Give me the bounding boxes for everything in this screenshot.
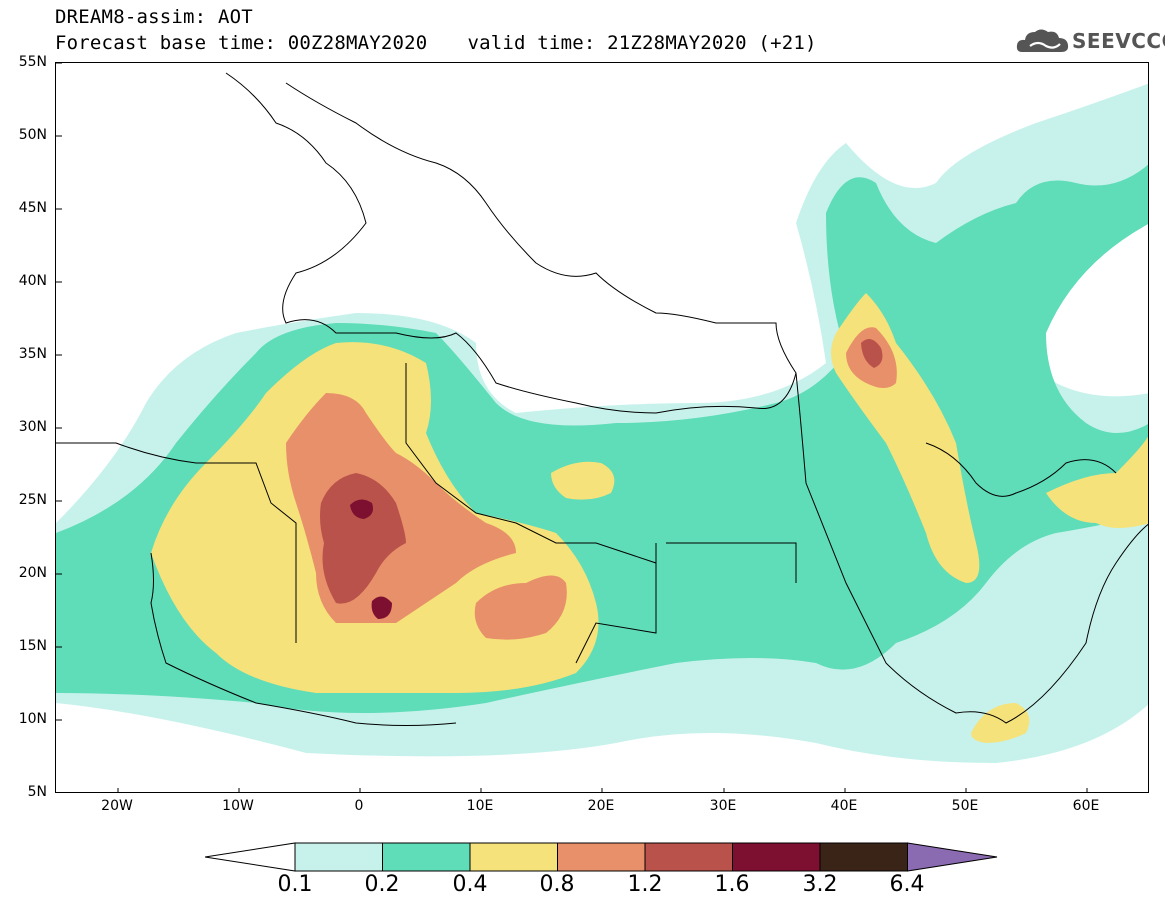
colorbar-bin-0-8 — [557, 842, 646, 872]
lon-label-40e: 40E — [830, 798, 858, 814]
colorbar-label-1-2: 1.2 — [627, 872, 663, 897]
colorbar-bin-3-2 — [819, 842, 908, 872]
colorbar-label-0-1: 0.1 — [277, 872, 313, 897]
axis-ticks — [56, 63, 1088, 792]
logo-text: SEEVCCC — [1072, 29, 1165, 53]
lon-label-20e: 20E — [587, 798, 615, 814]
time-info: Forecast base time: 00Z28MAY2020 valid ti… — [55, 32, 817, 54]
lat-label-45n: 45N — [18, 200, 47, 216]
aot-contour-0-8-chad — [474, 575, 567, 640]
aot-contour-0-4-egypt — [551, 461, 615, 500]
colorbar-label-6-4: 6.4 — [889, 872, 925, 897]
base-time: Forecast base time: 00Z28MAY2020 — [55, 32, 428, 54]
colorbar-label-0-2: 0.2 — [364, 872, 400, 897]
lon-label-10w: 10W — [222, 798, 254, 814]
lon-label-60e: 60E — [1072, 798, 1100, 814]
colorbar-bin-0-1 — [294, 842, 383, 872]
colorbar-label-3-2: 3.2 — [802, 872, 838, 897]
lat-label-10n: 10N — [18, 711, 47, 727]
aot-contour-1-2 — [320, 473, 406, 604]
map-title: DREAM8-assim: AOT — [55, 6, 253, 28]
lat-label-50n: 50N — [18, 127, 47, 143]
colorbar — [205, 842, 998, 872]
colorbar-bin-0-4 — [469, 842, 558, 872]
colorbar-bin-1-2 — [644, 842, 733, 872]
aot-contour-1-2-iraq — [861, 339, 883, 368]
valid-time: valid time: 21Z28MAY2020 (+21) — [467, 32, 817, 54]
lat-label-5n: 5N — [27, 784, 47, 800]
colorbar-bin-1-6 — [732, 842, 821, 872]
aot-contour-1-6-b — [371, 596, 392, 619]
lat-label-40n: 40N — [18, 273, 47, 289]
aot-contour-0-4-somalia — [971, 703, 1030, 743]
lat-label-15n: 15N — [18, 638, 47, 654]
colorbar-label-0-8: 0.8 — [539, 872, 575, 897]
lon-label-50e: 50E — [951, 798, 979, 814]
colorbar-below — [205, 842, 296, 872]
aot-map — [56, 63, 1148, 792]
lat-label-20n: 20N — [18, 565, 47, 581]
aot-contour-1-6 — [350, 499, 373, 519]
coastlines — [56, 72, 1148, 726]
lat-label-35n: 35N — [18, 346, 47, 362]
lon-label-10e: 10E — [466, 798, 494, 814]
lat-label-25n: 25N — [18, 492, 47, 508]
lon-label-20w: 20W — [101, 798, 133, 814]
lat-label-55n: 55N — [18, 54, 47, 70]
colorbar-label-0-4: 0.4 — [452, 872, 488, 897]
colorbar-above — [907, 842, 998, 872]
map-area — [55, 62, 1149, 793]
lon-label-30e: 30E — [709, 798, 737, 814]
lon-label-0: 0 — [354, 798, 364, 814]
colorbar-bin-0-2 — [382, 842, 471, 872]
aot-contour-0-4-gulf — [1046, 436, 1148, 528]
lat-label-30n: 30N — [18, 419, 47, 435]
cloud-icon — [1016, 29, 1069, 52]
seevccc-logo: SEEVCCC — [1016, 26, 1165, 56]
colorbar-label-1-6: 1.6 — [714, 872, 750, 897]
